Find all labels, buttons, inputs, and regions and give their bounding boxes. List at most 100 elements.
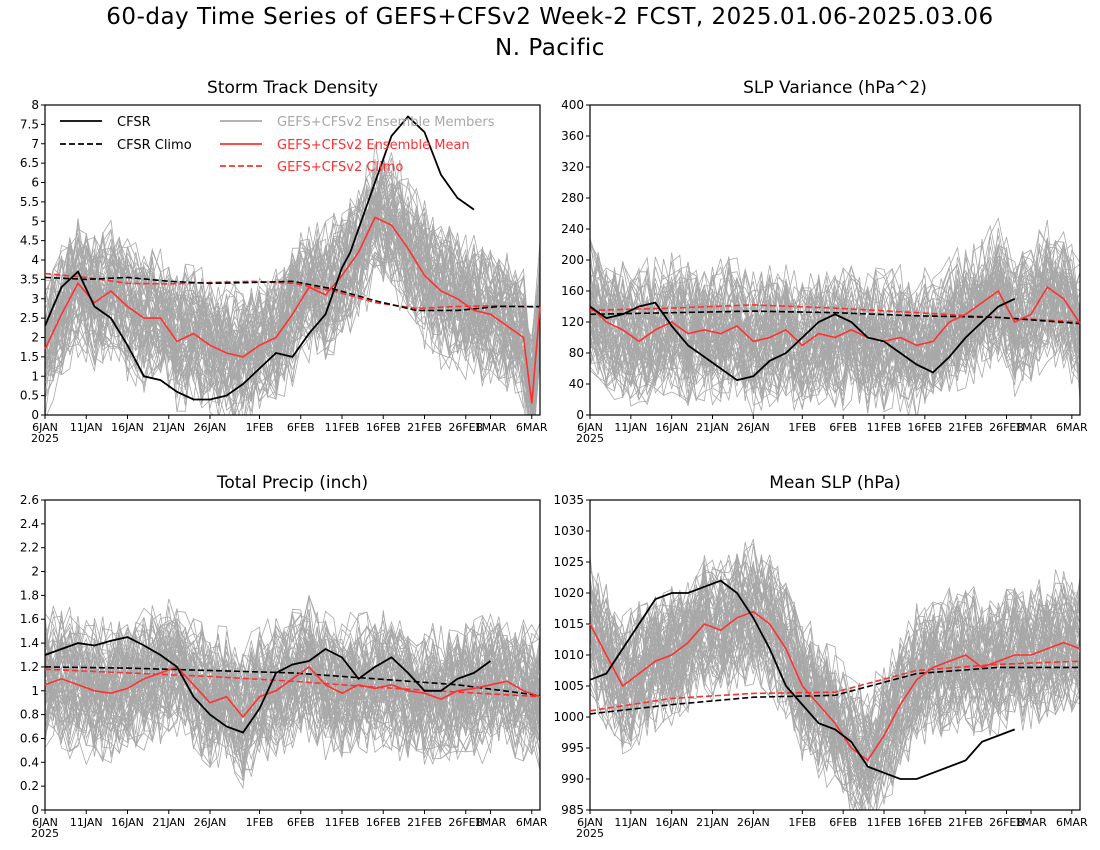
x-tick-label: 26FEB — [989, 816, 1024, 829]
y-tick-label: 990 — [561, 772, 584, 786]
ensemble-member-line — [590, 280, 1080, 402]
y-tick-label: 3.5 — [20, 272, 39, 286]
ensemble-member-line — [45, 216, 540, 415]
ensemble-member-line — [590, 608, 1080, 807]
ensemble-member-line — [590, 219, 1080, 354]
chart-title: SLP Variance (hPa^2) — [743, 78, 927, 98]
ensemble-member-line — [590, 580, 1080, 791]
x-tick-label: 16FEB — [907, 816, 942, 829]
x-tick-label: 21FEB — [407, 421, 442, 434]
y-tick-label: 2.6 — [20, 493, 39, 507]
x-tick-label: 1MAR — [1015, 816, 1047, 829]
x-tick-label: 6FEB — [829, 421, 857, 434]
x-tick-label: 21FEB — [407, 816, 442, 829]
chart-title: Mean SLP (hPa) — [769, 473, 901, 493]
series-line-cfsr-climo — [589, 310, 1081, 325]
ensemble-member-line — [45, 663, 540, 756]
figure-subtitle: N. Pacific — [495, 35, 605, 61]
x-tick-label: 16FEB — [907, 421, 942, 434]
legend: CFSR CFSR Climo GEFS+CFSv2 Ensemble Member… — [60, 115, 495, 175]
ensemble-member-line — [590, 283, 1080, 404]
x-tick-label: 6MAR — [516, 816, 548, 829]
y-tick-label: 40 — [569, 377, 584, 391]
ensemble-member-line — [45, 236, 540, 409]
series-line-cfsr — [589, 297, 1016, 382]
ensemble-member-line — [45, 674, 540, 769]
x-tick-label: 1FEB — [788, 421, 816, 434]
x-tick-label: 1FEB — [246, 421, 274, 434]
ensemble-member-line — [45, 655, 540, 767]
x-tick-label: 6FEB — [287, 421, 315, 434]
x-tick-label: 11JAN — [614, 816, 647, 829]
ensemble-member-line — [590, 587, 1080, 789]
series-line-gefs-cfsv2-climo — [44, 668, 541, 698]
ensemble-members — [45, 143, 540, 415]
y-tick-label: 5 — [31, 214, 39, 228]
series-line-gefs-cfsv2-climo — [44, 272, 541, 310]
x-tick-label: 1FEB — [246, 816, 274, 829]
ensemble-member-line — [590, 241, 1080, 351]
y-tick-label: 1000 — [553, 710, 584, 724]
y-tick-label: 0.4 — [20, 755, 39, 769]
x-year-label: 2025 — [576, 432, 604, 445]
y-tick-label: 0 — [576, 408, 584, 422]
x-tick-label: 16FEB — [366, 421, 401, 434]
ensemble-member-line — [590, 616, 1080, 810]
x-tick-label: 26FEB — [448, 816, 483, 829]
series-line-gefs-cfsv2-ensemble-mean — [589, 285, 1081, 347]
legend-label: GEFS+CFSv2 Ensemble Members — [277, 115, 495, 130]
ensemble-member-line — [45, 641, 540, 764]
chart-title: Storm Track Density — [207, 78, 378, 98]
y-tick-label: 160 — [561, 284, 584, 298]
ensemble-member-line — [45, 654, 540, 742]
ensemble-member-line — [590, 559, 1080, 782]
ensemble-member-line — [45, 628, 540, 740]
y-tick-label: 240 — [561, 222, 584, 236]
ensemble-member-line — [45, 659, 540, 760]
ensemble-member-line — [45, 611, 540, 722]
x-tick-label: 21JAN — [152, 421, 185, 434]
y-tick-label: 1015 — [553, 617, 584, 631]
ensemble-member-line — [590, 561, 1080, 759]
ensemble-member-line — [590, 279, 1080, 392]
legend-label: GEFS+CFSv2 Ensemble Mean — [277, 138, 470, 153]
x-tick-label: 16JAN — [111, 816, 144, 829]
ensemble-member-line — [45, 627, 540, 741]
y-tick-label: 1010 — [553, 648, 584, 662]
x-tick-label: 16FEB — [366, 816, 401, 829]
x-tick-label: 6MAR — [1056, 816, 1088, 829]
y-tick-label: 995 — [561, 741, 584, 755]
y-tick-label: 6 — [31, 176, 39, 190]
y-tick-label: 320 — [561, 160, 584, 174]
series-line-gefs-cfsv2-ensemble-mean — [44, 665, 541, 719]
y-tick-label: 2.2 — [20, 541, 39, 555]
ensemble-member-line — [590, 277, 1080, 409]
x-tick-label: 6MAR — [1056, 421, 1088, 434]
ensemble-member-line — [590, 613, 1080, 810]
series-line-cfsr-climo — [44, 276, 540, 312]
ensemble-members — [590, 538, 1080, 810]
x-tick-label: 1FEB — [788, 816, 816, 829]
ensemble-member-line — [45, 190, 540, 412]
ensemble-member-line — [590, 291, 1080, 398]
y-tick-label: 1.5 — [20, 350, 39, 364]
series-line-gefs-cfsv2-climo — [589, 660, 1081, 712]
ensemble-members — [45, 594, 540, 790]
ensemble-member-line — [45, 207, 540, 415]
ensemble-member-line — [590, 282, 1080, 411]
x-tick-label: 6MAR — [516, 421, 548, 434]
y-tick-label: 1.6 — [20, 612, 39, 626]
x-year-label: 2025 — [576, 827, 604, 840]
x-tick-label: 16JAN — [111, 421, 144, 434]
x-tick-label: 21FEB — [948, 816, 983, 829]
x-tick-label: 26JAN — [194, 816, 227, 829]
ensemble-member-line — [590, 246, 1080, 373]
y-tick-label: 360 — [561, 129, 584, 143]
y-tick-label: 280 — [561, 191, 584, 205]
x-tick-label: 6JAN — [32, 816, 58, 829]
y-tick-label: 1025 — [553, 555, 584, 569]
ensemble-member-line — [45, 221, 540, 393]
x-tick-label: 6JAN — [577, 816, 603, 829]
